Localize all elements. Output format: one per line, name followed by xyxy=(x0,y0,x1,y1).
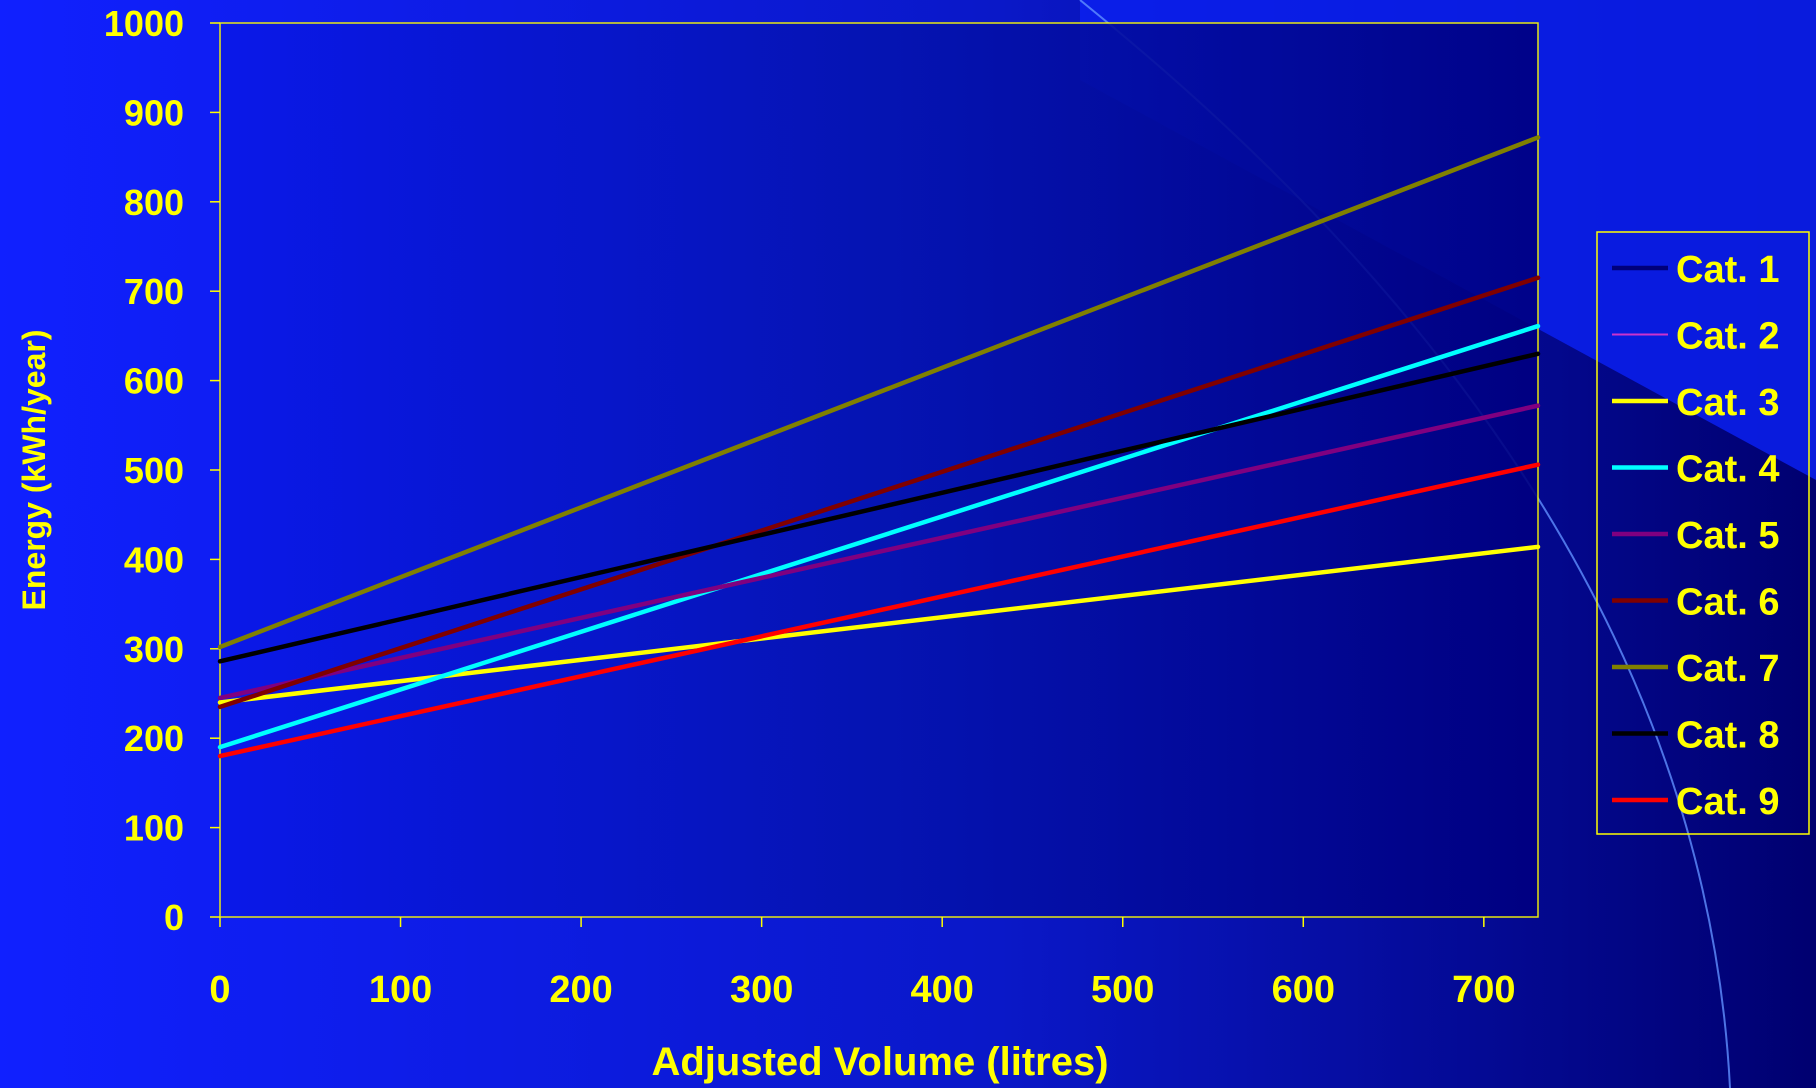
legend-label-cat-6: Cat. 6 xyxy=(1676,582,1779,624)
series-layer xyxy=(217,135,1541,759)
y-tick-label: 800 xyxy=(124,182,184,223)
series-line-cat-6 xyxy=(217,275,1541,710)
x-tick-label: 200 xyxy=(549,969,612,1011)
y-tick-label: 1000 xyxy=(104,3,184,44)
series-line-cat-7 xyxy=(217,135,1541,650)
legend-label-cat-4: Cat. 4 xyxy=(1676,449,1779,491)
legend: Cat. 1 Cat. 2 Cat. 3 Cat. 4 Cat. 5 Cat. 6 Cat.… xyxy=(1596,231,1810,835)
legend-label-cat-3: Cat. 3 xyxy=(1676,382,1779,424)
series-line-cat-4 xyxy=(217,323,1541,750)
x-tick-label: 300 xyxy=(730,969,793,1011)
y-tick-label: 400 xyxy=(124,539,184,580)
y-tick-label: 600 xyxy=(124,361,184,402)
y-tick-label: 500 xyxy=(124,450,184,491)
legend-label-cat-9: Cat. 9 xyxy=(1676,781,1779,823)
y-axis-title: Energy (kWh/year) xyxy=(16,330,52,611)
axes: 0 100 200 300 400 500 600 700 0 100 200 300 400 500 60… xyxy=(104,3,1516,1011)
x-tick-label: 700 xyxy=(1452,969,1515,1011)
y-tick-label: 700 xyxy=(124,271,184,312)
y-tick-label: 300 xyxy=(124,629,184,670)
x-tick-label: 0 xyxy=(209,969,230,1011)
x-axis-title: Adjusted Volume (litres) xyxy=(651,1040,1108,1084)
legend-label-cat-2: Cat. 2 xyxy=(1676,316,1779,358)
y-tick-label: 900 xyxy=(124,92,184,133)
x-tick-label: 600 xyxy=(1272,969,1335,1011)
x-tick-label: 400 xyxy=(910,969,973,1011)
series-line-cat-9 xyxy=(217,462,1541,759)
legend-label-cat-7: Cat. 7 xyxy=(1676,648,1779,690)
y-tick-label: 100 xyxy=(124,808,184,849)
legend-box xyxy=(1596,231,1810,835)
x-tick-label: 500 xyxy=(1091,969,1154,1011)
series-line-cat-5 xyxy=(217,403,1541,701)
legend-label-cat-8: Cat. 8 xyxy=(1676,715,1779,757)
series-line-cat-8 xyxy=(217,351,1541,664)
plot-area xyxy=(219,22,1539,918)
y-tick-label: 0 xyxy=(164,897,184,938)
legend-label-cat-5: Cat. 5 xyxy=(1676,515,1779,557)
y-tick-label: 200 xyxy=(124,718,184,759)
x-tick-label: 100 xyxy=(369,969,432,1011)
legend-label-cat-1: Cat. 1 xyxy=(1676,249,1779,291)
